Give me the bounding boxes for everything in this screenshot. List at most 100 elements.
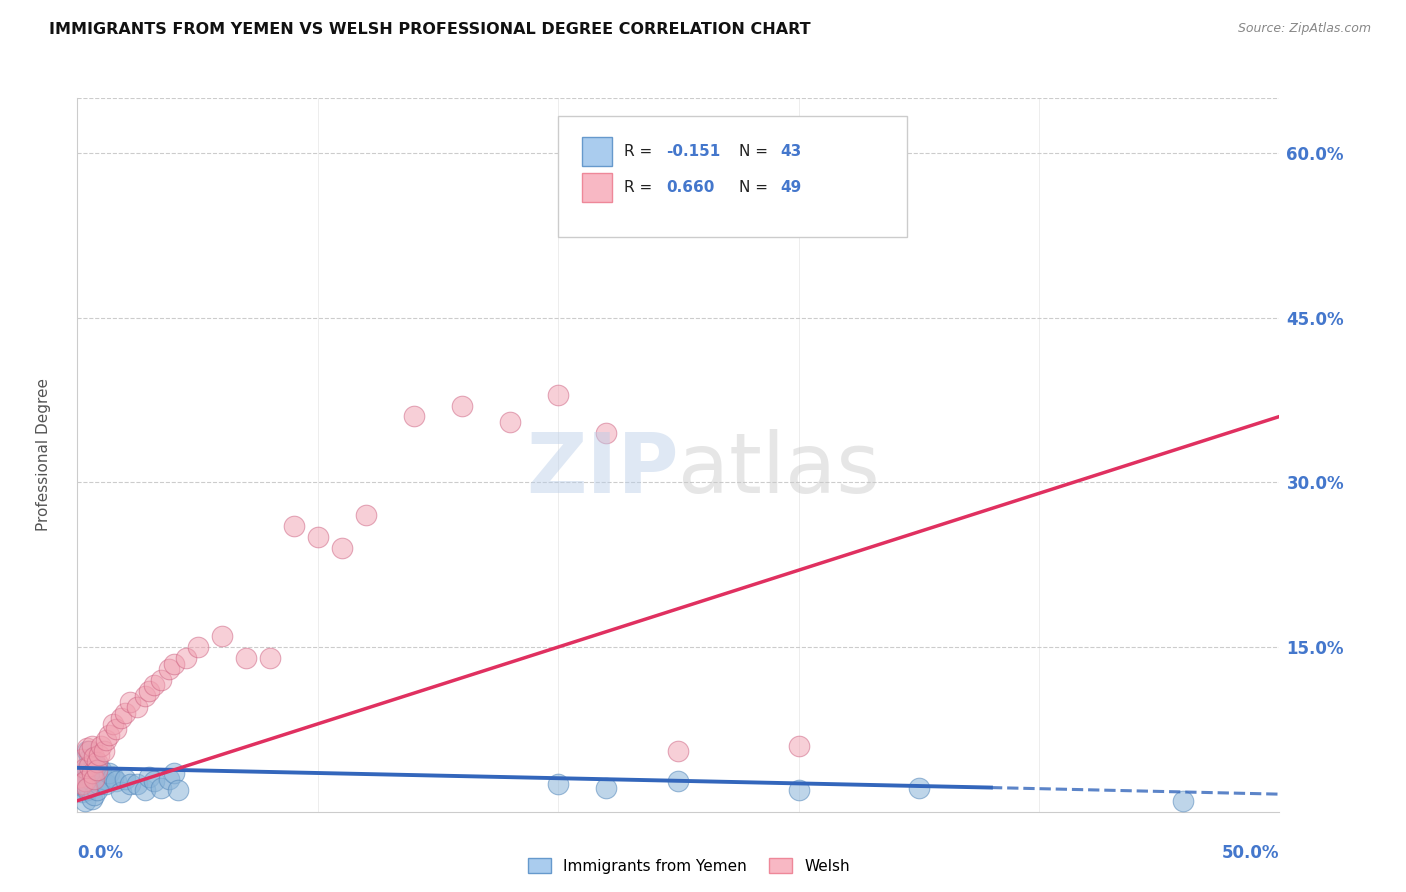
Point (114, 706, 136, 720)
Point (76, 744, 98, 758)
FancyBboxPatch shape (582, 137, 612, 166)
Point (547, 387, 569, 401)
Point (451, 399, 474, 413)
Point (104, 723, 127, 737)
Point (110, 711, 132, 725)
Point (908, 780, 931, 795)
Point (79, 770, 101, 784)
Point (354, 508, 377, 523)
Text: atlas: atlas (679, 429, 880, 509)
Point (83, 756, 105, 770)
Text: N =: N = (738, 180, 772, 194)
Point (86, 763, 108, 777)
Text: 50.0%: 50.0% (1222, 844, 1279, 862)
Text: Source: ZipAtlas.com: Source: ZipAtlas.com (1237, 22, 1371, 36)
Point (499, 415, 522, 429)
Text: 0.660: 0.660 (666, 180, 714, 194)
Point (73, 777, 96, 791)
Point (595, 780, 617, 795)
Point (83, 789, 105, 803)
Point (87, 777, 110, 791)
Point (80, 763, 103, 777)
Text: R =: R = (624, 145, 658, 159)
Point (143, 774, 166, 789)
Point (70, 785, 93, 799)
Point (150, 780, 173, 795)
Point (138, 684, 160, 698)
Point (86, 782, 108, 797)
Point (103, 770, 125, 784)
Point (69, 770, 91, 784)
Point (86, 758, 108, 772)
Point (787, 739, 810, 753)
Text: N =: N = (738, 145, 772, 159)
Text: 49: 49 (780, 180, 801, 194)
Point (90, 739, 112, 753)
Point (787, 782, 810, 797)
Text: ZIP: ZIP (526, 429, 679, 509)
Text: IMMIGRANTS FROM YEMEN VS WELSH PROFESSIONAL DEGREE CORRELATION CHART: IMMIGRANTS FROM YEMEN VS WELSH PROFESSIO… (49, 22, 811, 37)
Point (90, 763, 112, 777)
Legend: Immigrants from Yemen, Welsh: Immigrants from Yemen, Welsh (522, 852, 856, 880)
Point (76, 782, 98, 797)
Point (103, 717, 125, 731)
Point (120, 777, 142, 791)
Point (73, 774, 96, 789)
Point (162, 766, 184, 780)
FancyBboxPatch shape (558, 116, 907, 237)
Point (110, 785, 132, 799)
Point (96, 777, 118, 791)
Point (120, 695, 142, 709)
Point (83, 772, 105, 786)
Point (138, 770, 160, 784)
Text: 43: 43 (780, 145, 801, 159)
Point (402, 409, 425, 424)
Point (167, 782, 190, 797)
Point (283, 519, 305, 533)
FancyBboxPatch shape (582, 173, 612, 202)
Point (104, 774, 127, 789)
Text: R =: R = (624, 180, 658, 194)
Point (86, 756, 108, 770)
Point (79, 744, 101, 758)
Point (143, 678, 166, 692)
Point (79, 758, 101, 772)
Point (76, 761, 98, 775)
Point (134, 782, 156, 797)
Point (330, 541, 353, 556)
Point (93, 772, 115, 786)
Text: 0.0%: 0.0% (77, 844, 124, 862)
Point (187, 640, 209, 654)
Point (235, 651, 257, 665)
Point (162, 657, 184, 671)
Text: Professional Degree: Professional Degree (37, 378, 51, 532)
Point (127, 700, 149, 714)
Point (79, 752, 101, 766)
Point (73, 761, 96, 775)
Point (69, 772, 91, 786)
Point (595, 425, 617, 440)
Point (70, 752, 93, 766)
Point (70, 777, 93, 791)
Point (150, 673, 173, 687)
Point (83, 749, 105, 764)
Point (80, 766, 103, 780)
Point (73, 766, 96, 780)
Point (76, 741, 98, 756)
Point (80, 774, 103, 789)
Point (174, 651, 197, 665)
Point (97, 728, 120, 742)
Point (157, 772, 180, 786)
Point (80, 739, 103, 753)
Point (259, 651, 281, 665)
Point (96, 733, 118, 747)
Point (73, 794, 96, 808)
Point (76, 780, 98, 795)
Point (70, 774, 93, 789)
Point (668, 744, 690, 758)
Point (211, 629, 233, 643)
Point (93, 744, 115, 758)
Point (307, 530, 329, 544)
Text: -0.151: -0.151 (666, 145, 721, 159)
Point (79, 780, 101, 795)
